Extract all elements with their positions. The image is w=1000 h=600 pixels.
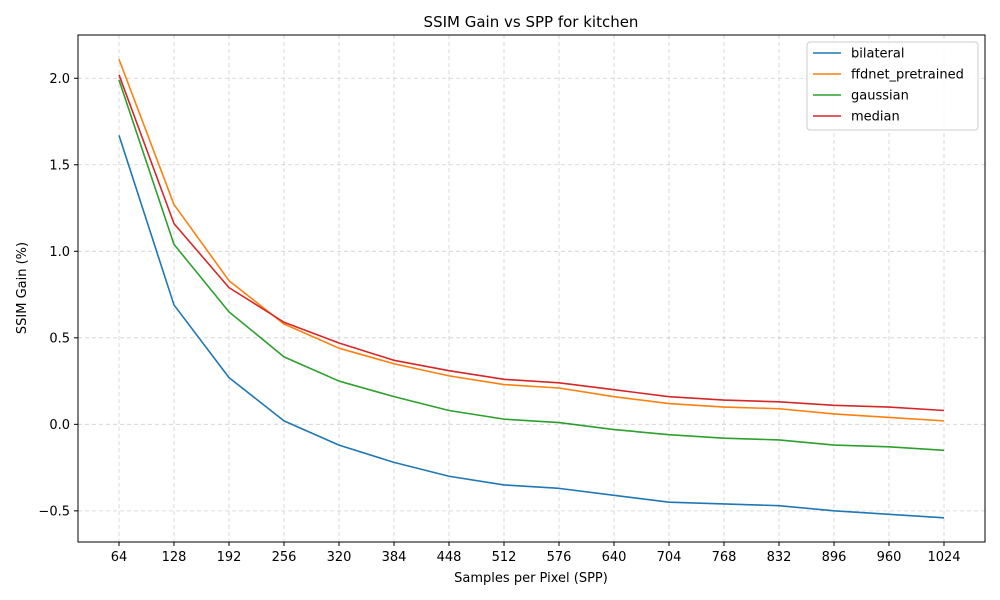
series-line-ffdnet_pretrained [118,58,945,422]
y-tick-label: 1.0 [49,245,70,260]
legend-label-ffdnet_pretrained: ffdnet_pretrained [851,68,964,83]
x-tick-label: 1024 [927,550,960,565]
x-tick-label: 512 [492,550,517,565]
x-tick-label: 64 [111,550,128,565]
x-tick-label: 640 [602,550,627,565]
legend-label-gaussian: gaussian [851,89,909,104]
x-tick-label: 576 [547,550,572,565]
x-tick-label: 256 [272,550,297,565]
x-tick-label: 128 [162,550,187,565]
x-tick-label: 320 [327,550,352,565]
x-tick-label: 448 [437,550,462,565]
legend-label-median: median [851,110,900,125]
x-tick-label: 704 [657,550,682,565]
y-tick-label: 2.0 [49,72,70,87]
x-tick-label: 960 [877,550,902,565]
y-tick-label: −0.5 [38,504,70,519]
y-tick-label: 1.5 [49,158,70,173]
x-tick-label: 192 [217,550,242,565]
x-axis-label: Samples per Pixel (SPP) [454,571,608,586]
x-tick-label: 896 [822,550,847,565]
plot-frame [77,34,986,543]
y-tick-label: 0.0 [49,418,70,433]
x-axis-ticks: 64 128 192 256 320 384 448 512 576 640 704 768 832 89… [111,542,961,565]
series-line-gaussian [118,79,945,452]
y-axis-label: SSIM Gain (%) [15,242,30,334]
x-tick-label: 384 [382,550,407,565]
y-tick-label: 0.5 [49,331,70,346]
chart-title: SSIM Gain vs SPP for kitchen [424,13,639,31]
x-tick-label: 768 [712,550,737,565]
y-axis-ticks: −0.5 0.0 0.5 1.0 1.5 2.0 [38,72,78,519]
grid-lines [78,35,985,542]
x-tick-label: 832 [767,550,792,565]
legend-label-bilateral: bilateral [851,47,904,62]
legend: bilateral ffdnet_pretrained gaussian median [806,41,979,131]
series-line-median [118,74,945,412]
series-line-bilateral [118,135,945,519]
legend-box [806,41,979,131]
series-lines [118,58,945,519]
